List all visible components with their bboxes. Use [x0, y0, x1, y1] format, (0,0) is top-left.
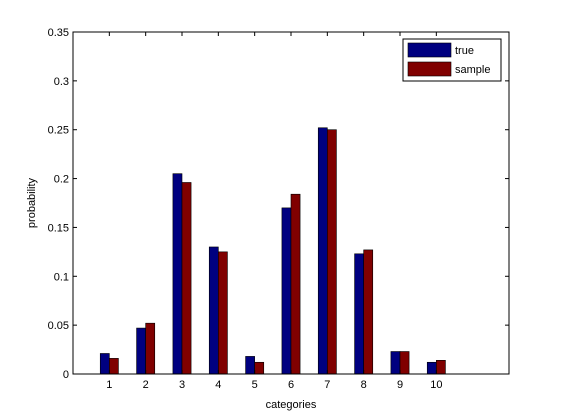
x-tick-label: 7 [324, 379, 330, 391]
legend-swatch-sample [407, 61, 452, 77]
x-tick-label: 1 [106, 379, 112, 391]
y-tick-label: 0.2 [54, 174, 69, 186]
bar-true-7 [317, 127, 328, 375]
x-tick-label: 4 [215, 379, 221, 391]
bar-sample-7 [327, 129, 337, 375]
bar-sample-10 [436, 360, 446, 375]
legend: true sample [402, 38, 502, 82]
x-tick-label: 10 [430, 379, 442, 391]
bar-true-9 [390, 351, 401, 375]
bar-true-3 [172, 173, 183, 375]
x-tick-label: 5 [252, 379, 258, 391]
y-tick-label: 0.15 [48, 222, 69, 234]
bar-sample-5 [254, 361, 265, 375]
bar-true-6 [281, 207, 292, 375]
x-tick-label: 2 [143, 379, 149, 391]
y-tick-label: 0.35 [48, 27, 69, 39]
bar-true-8 [354, 253, 364, 375]
y-axis-label: probability [26, 177, 38, 228]
bar-sample-8 [363, 249, 374, 375]
bar-true-2 [136, 327, 146, 375]
bar-sample-4 [218, 251, 228, 375]
bar-true-5 [245, 356, 255, 375]
axis-ticks: 0 0.05 0.1 0.15 0.2 0.25 0.3 0.35 1 2 3 4 5 6 7 8 9 10 [48, 27, 509, 391]
legend-label-sample: sample [455, 64, 490, 76]
bar-sample-2 [145, 322, 156, 375]
x-tick-label: 8 [361, 379, 367, 391]
y-tick-label: 0.25 [48, 125, 69, 137]
legend-label-true: true [455, 45, 474, 57]
x-tick-label: 6 [288, 379, 294, 391]
y-tick-label: 0 [63, 369, 69, 381]
bar-sample-9 [399, 351, 410, 375]
legend-swatch-true [407, 42, 452, 58]
x-tick-label: 3 [179, 379, 185, 391]
x-axis-label: categories [266, 399, 317, 411]
bar-true-1 [99, 353, 110, 375]
y-tick-label: 0.1 [54, 271, 69, 283]
bar-sample-1 [109, 358, 119, 375]
x-tick-label: 9 [397, 379, 403, 391]
y-tick-label: 0.05 [48, 320, 69, 332]
bar-true-4 [208, 246, 219, 375]
bar-sample-3 [181, 182, 192, 375]
bar-true-10 [426, 361, 437, 375]
bar-sample-6 [290, 193, 301, 375]
y-tick-label: 0.3 [54, 76, 69, 88]
